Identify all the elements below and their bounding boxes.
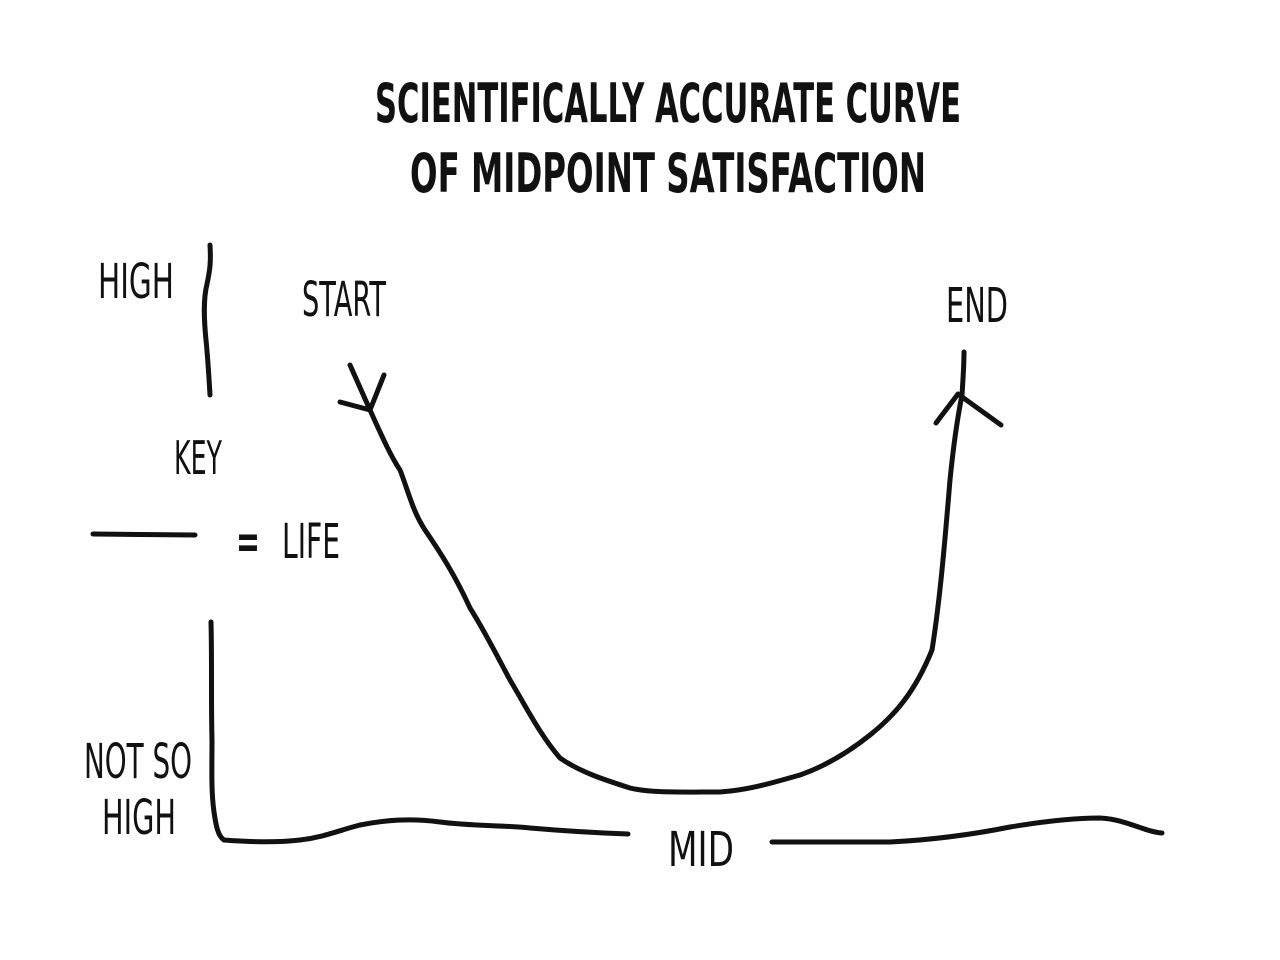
legend-line-sample [90,531,198,538]
diagram-title: SCIENTIFICALLY ACCURATE CURVE OF MIDPOIN… [375,72,961,205]
y-axis-high-label: HIGH [98,254,174,310]
life-curve-line [367,349,967,795]
legend-equals-sign: = [236,514,260,570]
y-axis-lower-segment [208,619,227,843]
x-axis-left-segment [221,817,631,845]
x-axis-right-segment [769,815,1165,845]
y-axis-low-label-line-2: HIGH [102,790,176,846]
y-axis: HIGH NOT SO HIGH [84,242,227,846]
end-arrow-head [933,391,1004,428]
title-line-2: OF MIDPOINT SATISFACTION [410,142,926,205]
title-line-1: SCIENTIFICALLY ACCURATE CURVE [375,72,961,135]
curve-end-label: END [946,278,1008,334]
y-axis-low-label-line-1: NOT SO [84,734,192,790]
curve-start-label: START [302,272,386,328]
legend: KEY = LIFE [90,431,340,570]
y-axis-upper-segment [201,242,213,398]
legend-item-label: LIFE [282,514,340,570]
x-axis-mid-label: MID [668,822,734,878]
satisfaction-curve: START END [302,272,1008,795]
start-arrow-head [337,362,387,413]
x-axis: MID [221,815,1165,878]
legend-heading: KEY [174,431,222,485]
